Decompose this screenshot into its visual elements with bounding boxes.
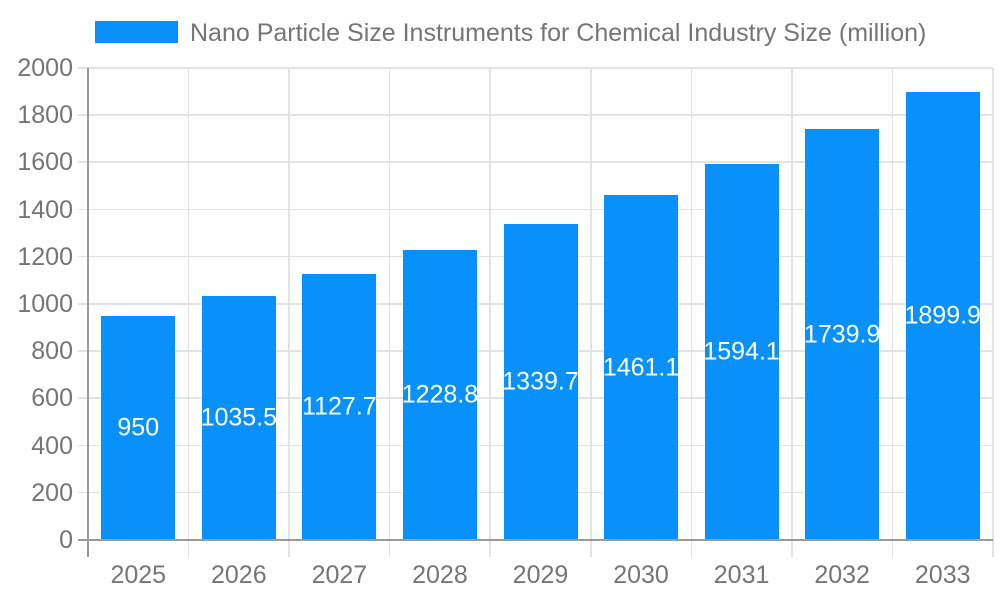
y-axis-tick-label: 0 <box>59 526 73 554</box>
bar-value-label: 1127.7 <box>302 392 377 421</box>
y-axis-tick-label: 600 <box>31 384 73 413</box>
x-axis-tick-label: 2032 <box>814 561 870 589</box>
y-axis-tick-label: 2000 <box>17 54 73 82</box>
bar[interactable]: 1594.1 <box>703 163 780 540</box>
y-axis-tick-label: 1800 <box>17 101 73 130</box>
bar-value-label: 1339.7 <box>502 367 579 396</box>
x-axis-tick-label: 2029 <box>512 561 569 589</box>
gridline-vertical <box>489 68 491 557</box>
y-axis-line <box>87 68 89 557</box>
bar[interactable]: 1035.5 <box>200 295 278 540</box>
y-axis-tick-label: 1600 <box>17 148 73 177</box>
bar-value-label: 1228.8 <box>401 380 479 409</box>
gridline-vertical <box>891 68 894 557</box>
gridline-vertical <box>590 68 592 557</box>
gridline-vertical <box>388 68 391 557</box>
gridline-horizontal <box>78 114 993 116</box>
gridline-vertical <box>791 68 793 557</box>
gridline-vertical <box>288 68 290 557</box>
legend: Nano Particle Size Instruments for Chemi… <box>0 0 1000 56</box>
x-axis-tick-label: 2033 <box>914 561 971 589</box>
x-axis-tick-label: 2025 <box>110 561 167 589</box>
x-axis-tick-label: 2030 <box>613 561 669 589</box>
bar[interactable]: 1228.8 <box>401 250 479 540</box>
x-axis-tick-label: 2028 <box>412 561 468 589</box>
bar[interactable]: 1461.1 <box>602 195 680 540</box>
gridline-vertical <box>187 68 190 557</box>
bar[interactable]: 1739.9 <box>803 129 881 540</box>
bar[interactable]: 1899.9 <box>904 91 981 540</box>
bar-value-label: 950 <box>117 413 160 442</box>
y-axis-tick-label: 1000 <box>17 290 73 318</box>
gridline-vertical <box>690 68 693 557</box>
bar-value-label: 1739.9 <box>803 320 881 349</box>
x-axis-tick-label: 2026 <box>211 561 267 589</box>
gridline-vertical <box>992 68 994 557</box>
bar-value-label: 1899.9 <box>904 301 981 330</box>
x-axis-line <box>78 539 993 541</box>
gridline-horizontal <box>78 161 993 163</box>
bar-value-label: 1594.1 <box>703 337 780 366</box>
y-axis-tick-label: 400 <box>31 431 73 460</box>
gridline-horizontal <box>78 67 993 69</box>
gridline-horizontal <box>78 208 993 211</box>
legend-label: Nano Particle Size Instruments for Chemi… <box>190 19 927 47</box>
bar[interactable]: 1339.7 <box>502 223 579 540</box>
y-axis-tick-label: 200 <box>31 478 73 507</box>
bar[interactable]: 950 <box>101 315 176 540</box>
y-axis-tick-label: 1400 <box>17 195 73 224</box>
bar[interactable]: 1127.7 <box>302 273 377 540</box>
legend-swatch <box>95 21 178 43</box>
bar-value-label: 1035.5 <box>200 403 278 432</box>
y-axis-tick-label: 800 <box>31 337 73 366</box>
x-axis-tick-label: 2031 <box>713 561 770 589</box>
y-axis-tick-label: 1200 <box>17 242 73 271</box>
bar-value-label: 1461.1 <box>602 353 680 382</box>
x-axis-tick-label: 2027 <box>311 561 368 589</box>
